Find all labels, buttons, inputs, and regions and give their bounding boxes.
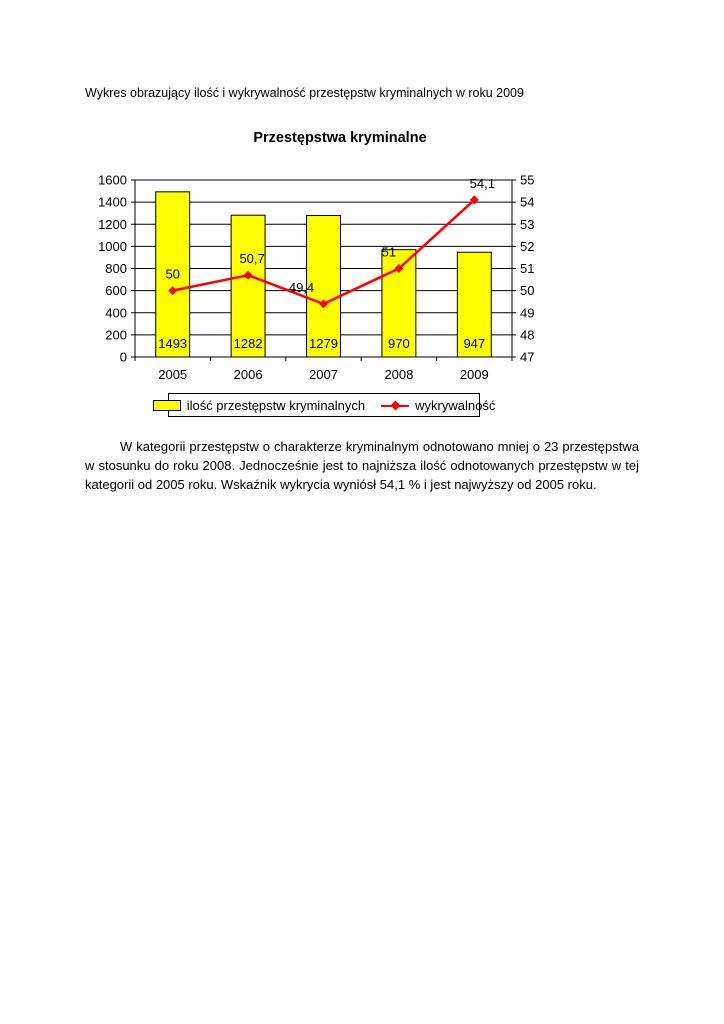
line-point-label: 54,1	[470, 176, 495, 191]
bar	[230, 214, 266, 358]
legend-label-bars: ilość przestępstw kryminalnych	[186, 397, 366, 413]
right-axis-tick-label: 54	[520, 195, 534, 210]
chart-legend: ilość przestępstw kryminalnych wykrywaln…	[152, 393, 495, 417]
line-point-label: 51	[382, 245, 396, 260]
line-marker-icon	[319, 299, 328, 309]
line-point-label: 50	[165, 267, 179, 282]
bar-value-label: 947	[463, 336, 485, 351]
left-axis-tick-label: 400	[105, 305, 127, 320]
left-axis-tick-label: 1000	[98, 239, 127, 254]
bar-value-label: 1279	[309, 336, 338, 351]
line-series-swatch-icon	[381, 400, 410, 410]
left-axis-tick-label: 200	[105, 327, 127, 342]
bar-value-label: 1493	[158, 336, 187, 351]
right-axis-tick-label: 52	[520, 239, 534, 254]
bar	[155, 191, 191, 358]
chart-title: Przestępstwa kryminalne	[253, 130, 427, 146]
bar-value-label: 1282	[234, 336, 263, 351]
line-marker-icon	[168, 286, 178, 296]
bar-series-swatch-icon	[152, 399, 181, 411]
left-axis-tick-label: 0	[120, 350, 127, 365]
x-axis-category-label: 2007	[309, 367, 338, 382]
right-axis-tick-label: 48	[520, 327, 534, 342]
line-marker-icon	[469, 195, 479, 205]
left-axis-tick-label: 1200	[98, 217, 127, 232]
document-heading: Wykres obrazujący ilość i wykrywalność p…	[85, 86, 524, 100]
line-point-label: 50,7	[239, 251, 264, 266]
legend-label-line: wykrywalność	[415, 397, 496, 413]
x-axis-category-label: 2005	[158, 367, 187, 382]
left-axis-tick-label: 1600	[98, 173, 127, 188]
x-axis-category-label: 2006	[234, 367, 263, 382]
left-axis-tick-label: 800	[105, 261, 127, 276]
bar-value-label: 970	[388, 336, 410, 351]
line-marker-icon	[243, 270, 253, 280]
left-axis-tick-label: 1400	[98, 195, 127, 210]
bar	[306, 215, 341, 358]
x-axis-category-label: 2009	[460, 367, 489, 382]
right-axis-tick-label: 49	[520, 305, 534, 320]
legend-item-bars: ilość przestępstw kryminalnych	[152, 397, 366, 413]
right-axis-tick-label: 51	[520, 261, 534, 276]
left-axis-tick-label: 600	[105, 283, 127, 298]
legend-item-line: wykrywalność	[365, 398, 495, 413]
x-axis-category-label: 2008	[384, 367, 413, 382]
summary-paragraph: W kategorii przestępstw o charakterze kr…	[85, 439, 639, 492]
line-marker-icon	[394, 264, 404, 273]
right-axis-tick-label: 55	[520, 173, 534, 188]
bar	[456, 251, 492, 358]
combo-chart: 1600 55 1400 54 1200 53 1000 52 800 51 600 50 400 49 2…	[98, 173, 534, 383]
right-axis-tick-label: 53	[520, 217, 534, 232]
right-axis-tick-label: 47	[520, 350, 534, 365]
line-point-label: 49,4	[289, 280, 314, 295]
right-axis-tick-label: 50	[520, 283, 534, 298]
